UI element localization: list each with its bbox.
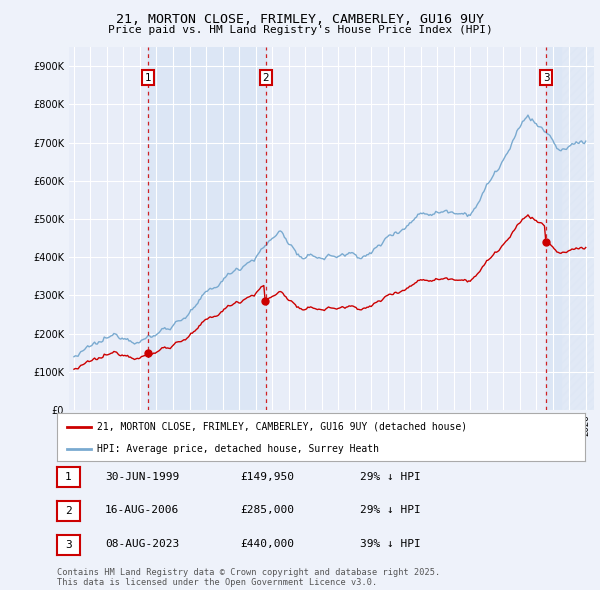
Text: Price paid vs. HM Land Registry's House Price Index (HPI): Price paid vs. HM Land Registry's House … [107, 25, 493, 35]
Text: 08-AUG-2023: 08-AUG-2023 [105, 539, 179, 549]
Text: HPI: Average price, detached house, Surrey Heath: HPI: Average price, detached house, Surr… [97, 444, 379, 454]
Text: £285,000: £285,000 [240, 506, 294, 515]
Text: 3: 3 [543, 73, 550, 83]
Text: 21, MORTON CLOSE, FRIMLEY, CAMBERLEY, GU16 9UY: 21, MORTON CLOSE, FRIMLEY, CAMBERLEY, GU… [116, 13, 484, 26]
Text: 21, MORTON CLOSE, FRIMLEY, CAMBERLEY, GU16 9UY (detached house): 21, MORTON CLOSE, FRIMLEY, CAMBERLEY, GU… [97, 421, 467, 431]
Text: 2: 2 [262, 73, 269, 83]
Text: 29% ↓ HPI: 29% ↓ HPI [360, 472, 421, 481]
Text: £440,000: £440,000 [240, 539, 294, 549]
Text: 29% ↓ HPI: 29% ↓ HPI [360, 506, 421, 515]
Bar [148, 47, 266, 410]
Text: 16-AUG-2006: 16-AUG-2006 [105, 506, 179, 515]
Text: £149,950: £149,950 [240, 472, 294, 481]
Text: 1: 1 [145, 73, 152, 83]
Text: 39% ↓ HPI: 39% ↓ HPI [360, 539, 421, 549]
Bar [546, 47, 561, 410]
Bar [561, 47, 594, 410]
Text: 2: 2 [65, 506, 72, 516]
Text: 3: 3 [65, 540, 72, 549]
Text: Contains HM Land Registry data © Crown copyright and database right 2025.
This d: Contains HM Land Registry data © Crown c… [57, 568, 440, 587]
Text: 30-JUN-1999: 30-JUN-1999 [105, 472, 179, 481]
Text: 1: 1 [65, 473, 72, 482]
